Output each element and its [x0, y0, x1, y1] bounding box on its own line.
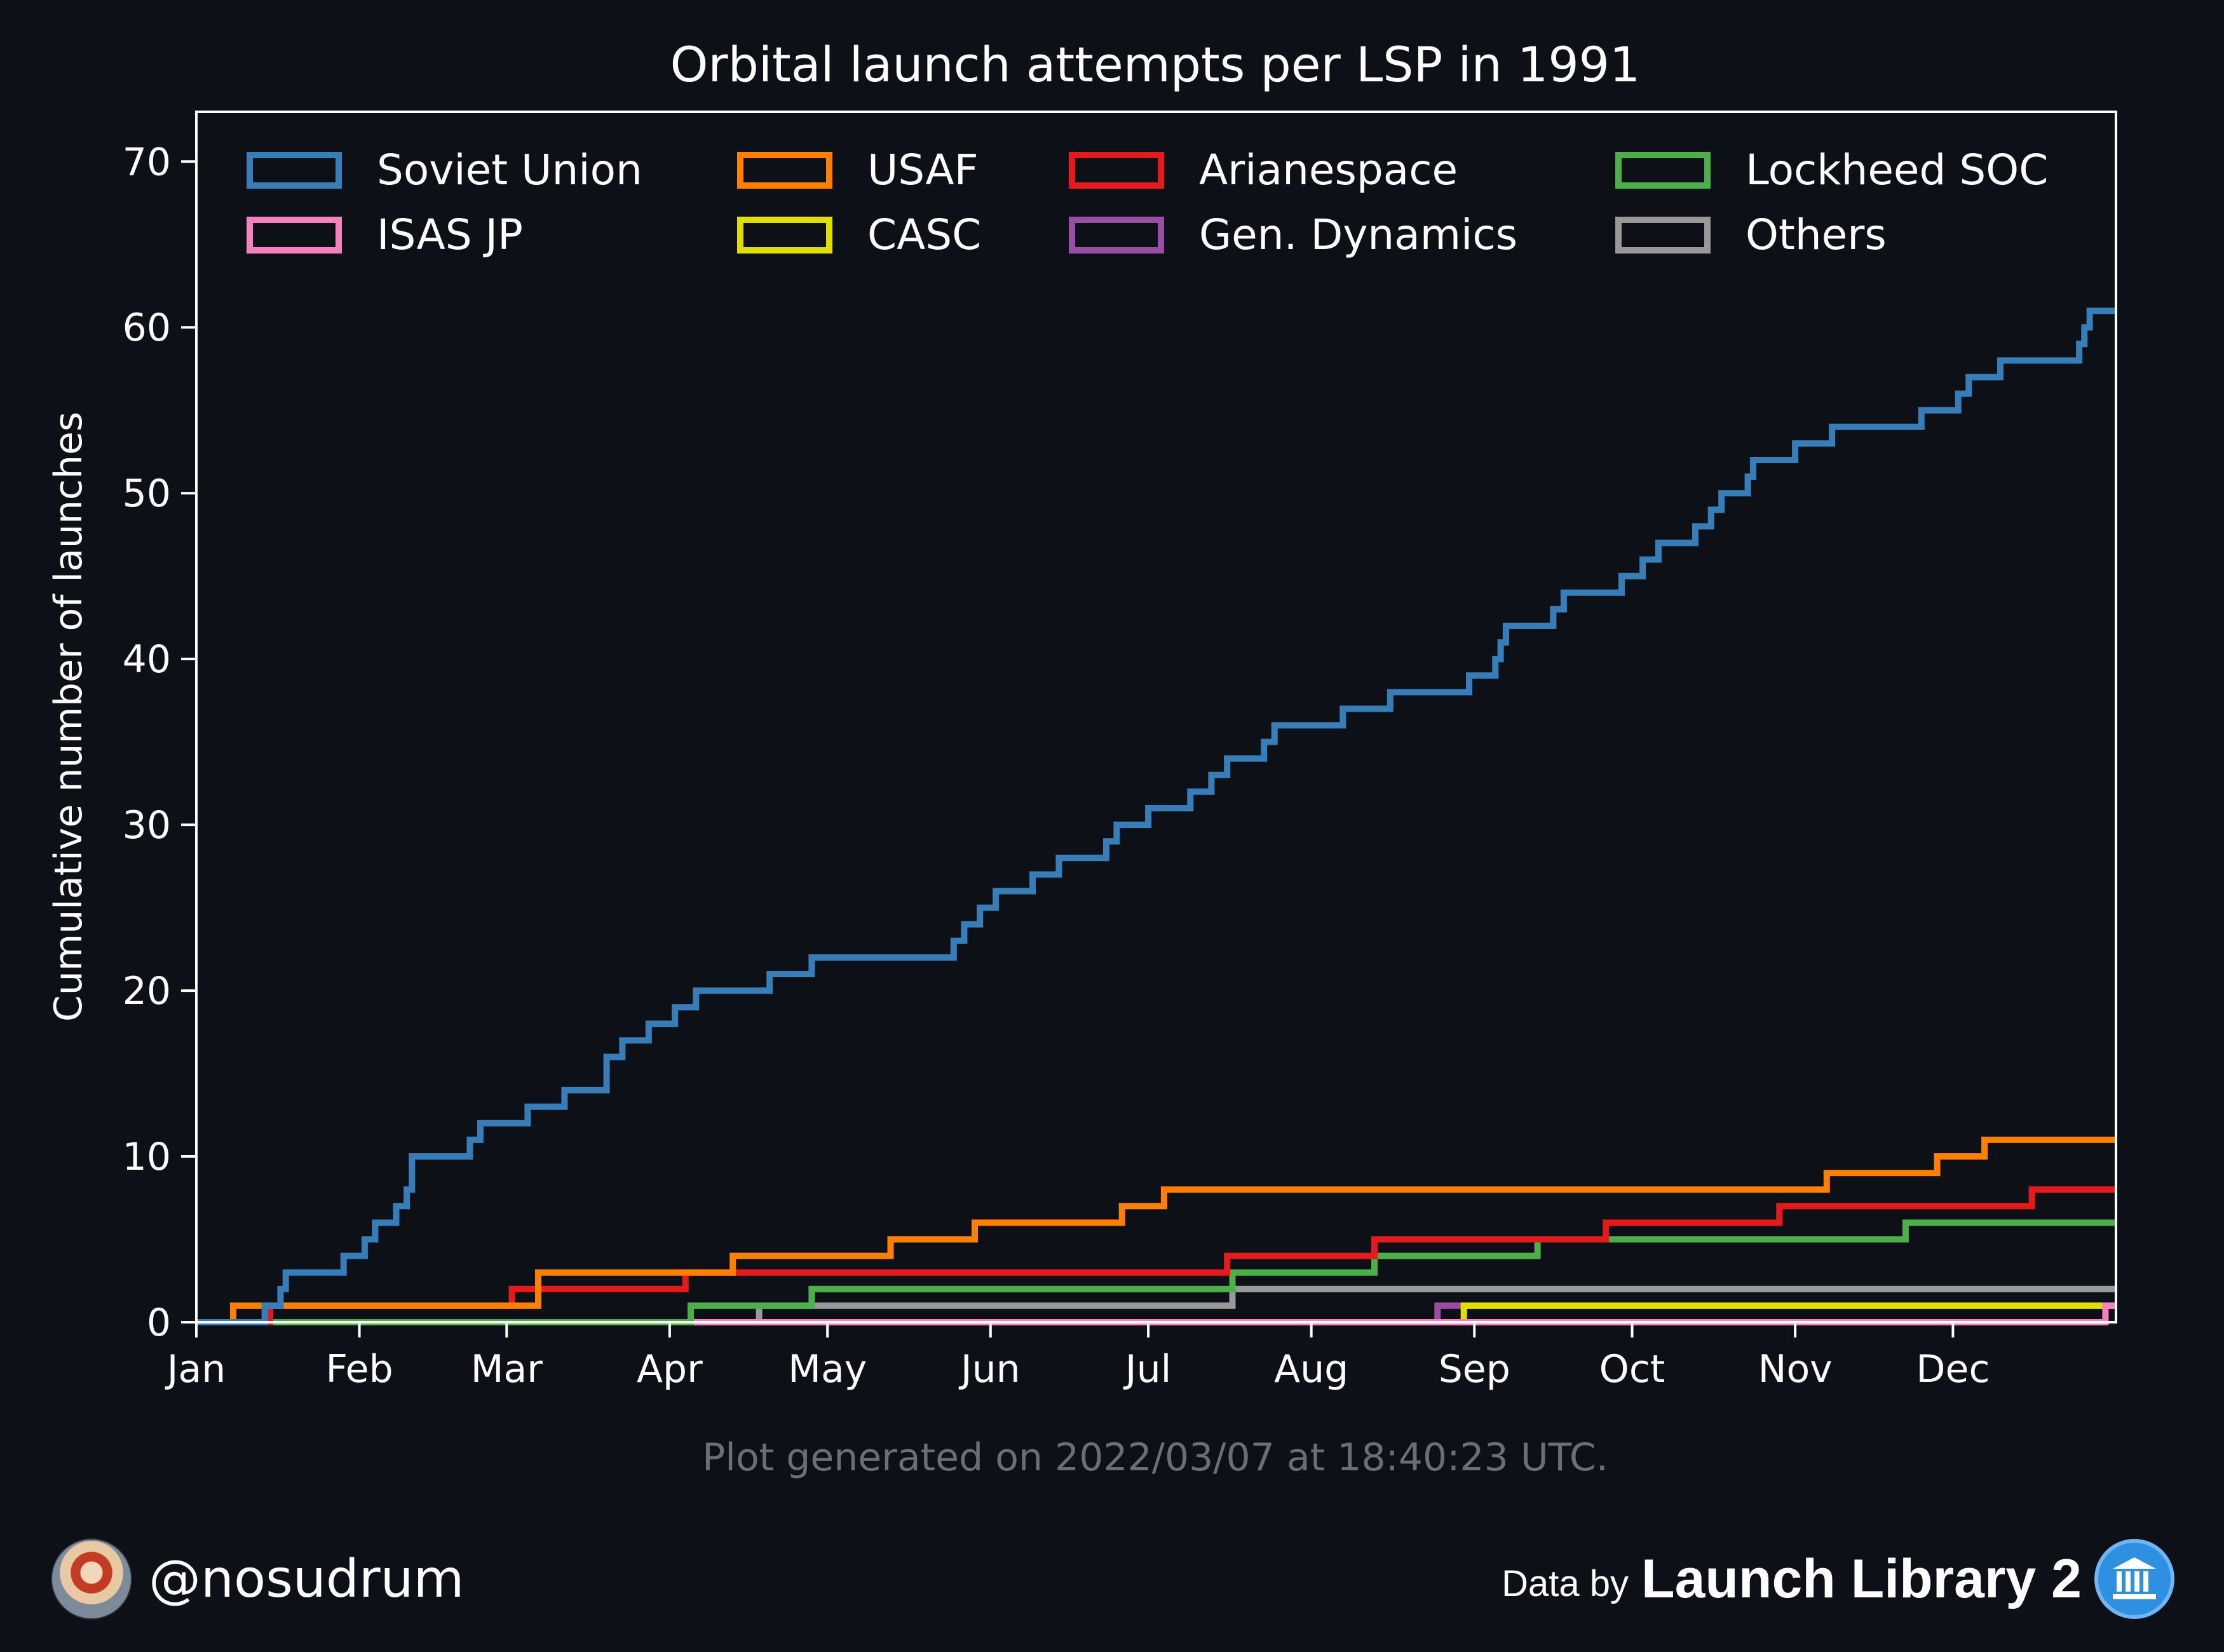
source-name[interactable]: Launch Library 2 — [1641, 1548, 2082, 1609]
x-tick-label: Oct — [1599, 1347, 1665, 1391]
legend-label: Gen. Dynamics — [1199, 210, 1517, 259]
x-tick-label: Feb — [325, 1347, 393, 1391]
data-by-label: Data by — [1502, 1562, 1629, 1604]
series-line-usaf — [196, 1136, 2116, 1325]
legend-label: USAF — [867, 146, 979, 194]
y-axis-label: Cumulative number of launches — [46, 412, 91, 1022]
y-tick-label: 70 — [123, 140, 171, 184]
x-tick-label: Nov — [1758, 1347, 1833, 1391]
author-credit: @nosudrum — [51, 1538, 464, 1620]
legend-label: Soviet Union — [377, 146, 642, 194]
x-tick-label: Mar — [471, 1347, 543, 1391]
y-tick-label: 10 — [123, 1135, 171, 1179]
legend-swatch — [737, 152, 832, 189]
x-tick-label: May — [788, 1347, 867, 1391]
y-tick-label: 0 — [147, 1301, 171, 1345]
y-tick-label: 60 — [123, 306, 171, 350]
chart-title: Orbital launch attempts per LSP in 1991 — [670, 36, 1641, 93]
x-tick-label: Jul — [1123, 1347, 1171, 1391]
legend-label: ISAS JP — [377, 210, 523, 259]
legend-swatch — [737, 217, 832, 254]
x-tick-label: Aug — [1274, 1347, 1348, 1391]
y-tick-label: 30 — [123, 803, 171, 848]
plot-series — [196, 308, 2116, 1325]
series-line-soviet-union — [196, 308, 2116, 1325]
legend-swatch — [1615, 217, 1711, 254]
legend: Soviet Union USAF Arianespace Lockheed SOC I… — [247, 146, 2048, 259]
x-tick-label: Sep — [1439, 1347, 1510, 1391]
legend-swatch — [1069, 152, 1164, 189]
legend-swatch — [247, 217, 342, 254]
axes: 0 10 20 30 40 50 60 70 Jan Feb Mar Apr May Jun Jul Aug S… — [123, 111, 2117, 1391]
legend-label: Lockheed SOC — [1746, 146, 2048, 194]
legend-swatch — [1069, 217, 1164, 254]
plot-frame — [195, 111, 2117, 1324]
avatar-icon — [51, 1538, 132, 1620]
launch-library-logo-icon — [2094, 1539, 2174, 1619]
legend-label: CASC — [867, 210, 981, 259]
data-source-credit: Data by Launch Library 2 — [1502, 1538, 2174, 1620]
series-line-arianespace — [196, 1186, 2116, 1325]
generated-note: Plot generated on 2022/03/07 at 18:40:23… — [702, 1435, 1608, 1480]
x-tick-label: Jun — [958, 1347, 1020, 1391]
legend-swatch — [1615, 152, 1711, 189]
x-tick-label: Jan — [165, 1347, 226, 1391]
author-handle[interactable]: @nosudrum — [149, 1548, 464, 1609]
series-line-lockheed-soc — [196, 1219, 2116, 1325]
y-tick-label: 40 — [123, 637, 171, 682]
x-tick-label: Apr — [637, 1347, 703, 1391]
x-tick-label: Dec — [1916, 1347, 1990, 1391]
legend-swatch — [247, 152, 342, 189]
legend-label: Others — [1746, 210, 1887, 259]
y-tick-label: 50 — [123, 471, 171, 516]
legend-label: Arianespace — [1199, 146, 1458, 194]
y-tick-label: 20 — [123, 969, 171, 1013]
